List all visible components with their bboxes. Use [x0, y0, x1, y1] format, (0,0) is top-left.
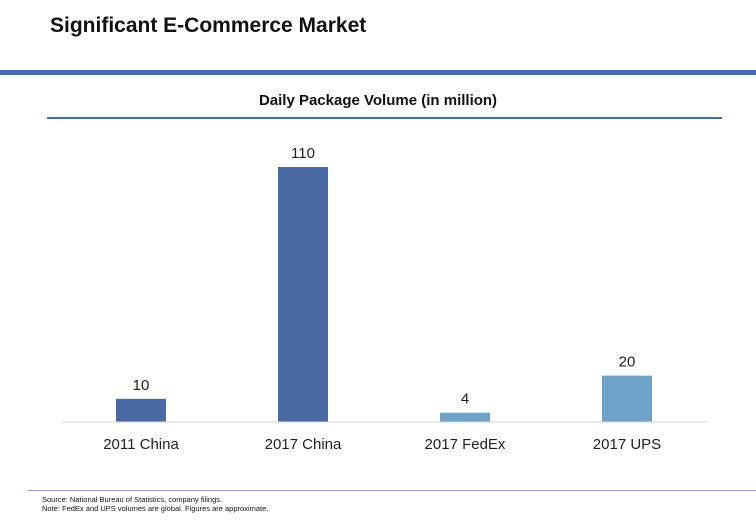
footnotes: Source: National Bureau of Statistics, c…	[42, 495, 268, 513]
bar-2017-ups	[602, 375, 652, 422]
bar-2017-china	[278, 167, 328, 422]
data-label: 4	[461, 391, 469, 408]
bar-2017-fedex	[440, 412, 490, 422]
source-note: Source: National Bureau of Statistics, c…	[42, 495, 223, 504]
footer-divider	[28, 490, 756, 491]
title-divider	[0, 70, 756, 75]
slide-title: Significant E-Commerce Market	[50, 14, 367, 37]
chart-title-divider	[47, 117, 722, 119]
chart-title: Daily Package Volume (in million)	[258, 92, 498, 109]
bar-2011-china	[116, 398, 166, 422]
disclaimer-note: Note: FedEx and UPS volumes are global. …	[42, 504, 269, 513]
x-tick-label: 2017 UPS	[593, 436, 661, 453]
x-tick-label: 2017 China	[265, 436, 342, 453]
data-label: 10	[133, 377, 150, 394]
bars-layer: 10 2011 China 110 2017 China 4 2017 FedEx 20 20…	[103, 145, 661, 453]
data-label: 20	[619, 354, 636, 371]
x-tick-label: 2011 China	[103, 436, 179, 453]
data-label: 110	[291, 145, 315, 162]
x-tick-label: 2017 FedEx	[425, 436, 506, 453]
